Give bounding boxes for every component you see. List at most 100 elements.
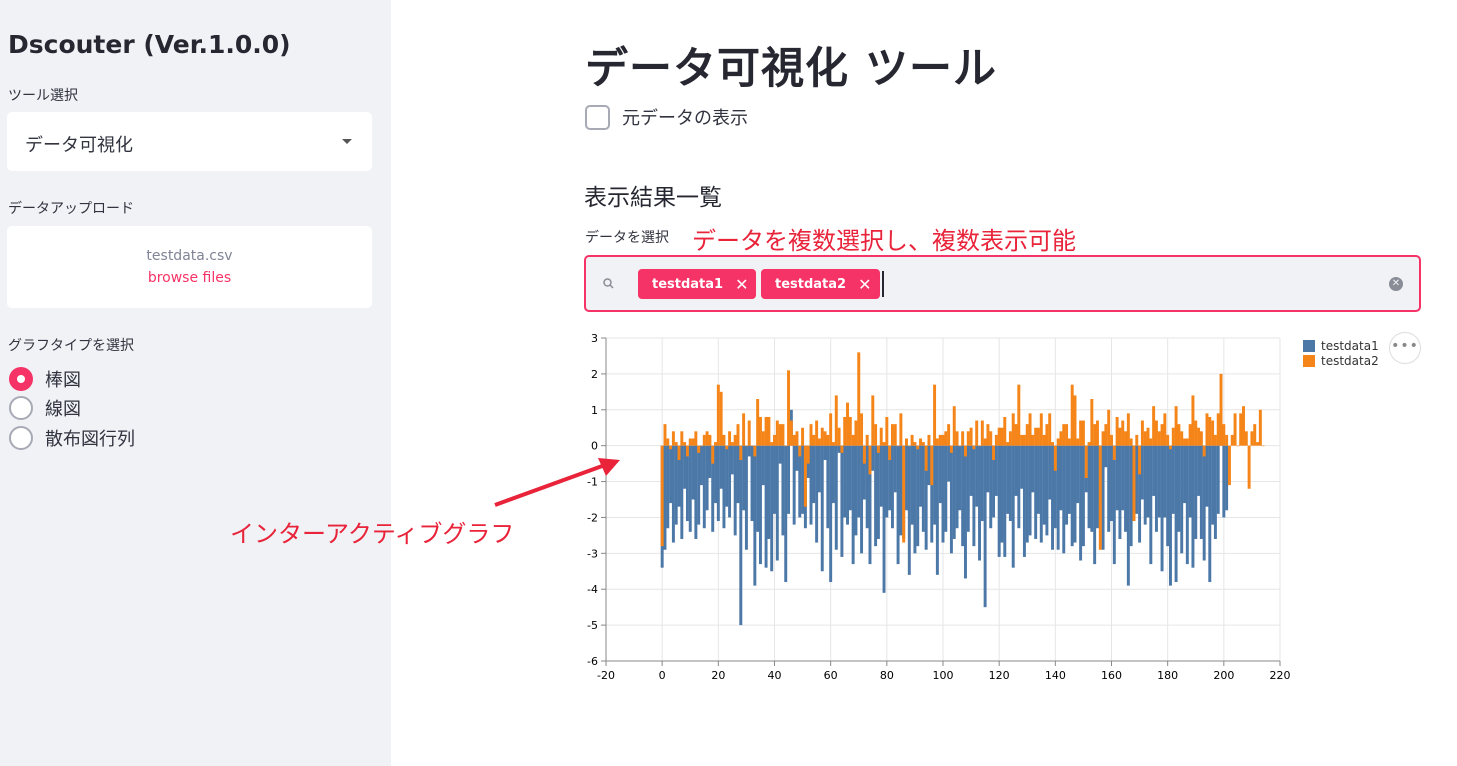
bar-testdata2[interactable] bbox=[742, 413, 746, 446]
bar-testdata2[interactable] bbox=[1101, 431, 1105, 446]
bar-testdata2[interactable] bbox=[860, 413, 864, 446]
bar-testdata1[interactable] bbox=[1185, 445, 1189, 565]
bar-testdata2[interactable] bbox=[978, 445, 981, 447]
bar-testdata1[interactable] bbox=[1180, 445, 1184, 554]
bar-testdata1[interactable] bbox=[1143, 445, 1147, 525]
bar-testdata2[interactable] bbox=[961, 431, 965, 446]
bar-testdata2[interactable] bbox=[1008, 431, 1012, 446]
bar-testdata1[interactable] bbox=[1146, 445, 1150, 518]
bar-testdata2[interactable] bbox=[938, 434, 942, 446]
bar-testdata1[interactable] bbox=[935, 445, 939, 575]
bar-testdata1[interactable] bbox=[857, 445, 861, 518]
bar-testdata2[interactable] bbox=[1079, 420, 1083, 446]
bar-testdata2[interactable] bbox=[1197, 427, 1201, 446]
bar-testdata2[interactable] bbox=[1062, 424, 1066, 446]
bar-testdata2[interactable] bbox=[669, 445, 673, 450]
bar-testdata1[interactable] bbox=[874, 445, 878, 547]
bar-testdata2[interactable] bbox=[832, 442, 835, 446]
bar-testdata1[interactable] bbox=[1135, 445, 1139, 514]
bar-testdata2[interactable] bbox=[874, 424, 878, 446]
bar-testdata2[interactable] bbox=[1185, 438, 1189, 446]
bar-testdata1[interactable] bbox=[817, 445, 821, 493]
bar-testdata2[interactable] bbox=[1253, 424, 1257, 446]
bar-testdata1[interactable] bbox=[1076, 445, 1080, 504]
bar-testdata2[interactable] bbox=[1227, 445, 1231, 486]
bar-testdata1[interactable] bbox=[1062, 445, 1066, 554]
bar-testdata1[interactable] bbox=[1115, 445, 1119, 511]
bar-testdata2[interactable] bbox=[781, 424, 785, 446]
bar-testdata2[interactable] bbox=[1216, 413, 1220, 446]
bar-testdata1[interactable] bbox=[893, 445, 897, 493]
bar-testdata1[interactable] bbox=[753, 445, 757, 586]
bar-testdata1[interactable] bbox=[871, 445, 875, 471]
bar-testdata1[interactable] bbox=[787, 445, 791, 514]
bar-testdata1[interactable] bbox=[795, 445, 799, 471]
bar-testdata1[interactable] bbox=[708, 445, 712, 478]
bar-testdata1[interactable] bbox=[1087, 445, 1091, 529]
bar-testdata1[interactable] bbox=[1008, 445, 1012, 522]
bar-testdata1[interactable] bbox=[890, 445, 894, 529]
bar-testdata2[interactable] bbox=[1104, 424, 1108, 446]
bar-testdata2[interactable] bbox=[1039, 413, 1043, 446]
bar-testdata1[interactable] bbox=[744, 445, 748, 550]
bar-testdata2[interactable] bbox=[773, 434, 776, 446]
bar-testdata1[interactable] bbox=[761, 445, 765, 486]
bar-testdata1[interactable] bbox=[941, 445, 945, 543]
bar-testdata2[interactable] bbox=[848, 416, 852, 446]
bar-testdata1[interactable] bbox=[927, 445, 931, 486]
bar-testdata2[interactable] bbox=[876, 445, 880, 453]
bar-testdata1[interactable] bbox=[1104, 445, 1108, 468]
bar-testdata2[interactable] bbox=[671, 431, 675, 446]
bar-testdata2[interactable] bbox=[907, 445, 911, 447]
bar-testdata1[interactable] bbox=[952, 445, 956, 539]
bar-testdata2[interactable] bbox=[888, 445, 892, 461]
bar-testdata1[interactable] bbox=[832, 445, 835, 504]
bar-testdata2[interactable] bbox=[1067, 438, 1071, 446]
bar-testdata2[interactable] bbox=[975, 420, 979, 446]
bar-testdata1[interactable] bbox=[921, 445, 925, 532]
bar-testdata2[interactable] bbox=[1124, 431, 1128, 446]
bar-testdata1[interactable] bbox=[910, 445, 914, 525]
bar-testdata2[interactable] bbox=[761, 431, 765, 446]
bar-testdata1[interactable] bbox=[933, 445, 937, 525]
bar-testdata2[interactable] bbox=[1087, 442, 1091, 446]
legend-item[interactable]: testdata1 bbox=[1303, 338, 1379, 353]
bar-testdata2[interactable] bbox=[927, 434, 931, 446]
bar-testdata1[interactable] bbox=[1000, 445, 1004, 543]
bar-testdata2[interactable] bbox=[972, 445, 976, 450]
bar-testdata1[interactable] bbox=[966, 445, 970, 532]
bar-testdata2[interactable] bbox=[952, 406, 956, 446]
bar-testdata1[interactable] bbox=[758, 445, 762, 565]
bar-testdata2[interactable] bbox=[1065, 424, 1069, 446]
raw-data-checkbox[interactable] bbox=[585, 104, 610, 130]
bar-testdata2[interactable] bbox=[1157, 431, 1161, 446]
bar-testdata2[interactable] bbox=[801, 427, 805, 446]
bar-testdata2[interactable] bbox=[958, 445, 962, 447]
bar-testdata1[interactable] bbox=[1014, 445, 1018, 496]
bar-testdata2[interactable] bbox=[935, 438, 939, 446]
bar-testdata2[interactable] bbox=[1149, 438, 1153, 446]
bar-testdata1[interactable] bbox=[969, 445, 973, 496]
bar-testdata2[interactable] bbox=[930, 445, 934, 486]
bar-testdata2[interactable] bbox=[1230, 434, 1234, 446]
bar-testdata2[interactable] bbox=[1174, 406, 1178, 446]
bar-testdata1[interactable] bbox=[1129, 445, 1133, 547]
bar-testdata1[interactable] bbox=[1225, 445, 1229, 511]
bar-testdata2[interactable] bbox=[719, 391, 723, 446]
bar-testdata1[interactable] bbox=[882, 445, 886, 593]
bar-testdata1[interactable] bbox=[913, 445, 917, 554]
file-uploader[interactable]: testdata.csv browse files bbox=[7, 226, 372, 308]
bar-testdata2[interactable] bbox=[854, 420, 858, 446]
bar-testdata2[interactable] bbox=[1056, 438, 1060, 446]
bar-testdata2[interactable] bbox=[756, 399, 760, 446]
bar-testdata1[interactable] bbox=[1138, 445, 1142, 543]
bar-testdata2[interactable] bbox=[1126, 413, 1130, 446]
bar-testdata2[interactable] bbox=[820, 427, 824, 446]
bar-testdata1[interactable] bbox=[716, 445, 720, 522]
bar-testdata2[interactable] bbox=[1115, 416, 1119, 446]
bar-testdata2[interactable] bbox=[851, 434, 855, 446]
bar-testdata2[interactable] bbox=[714, 442, 717, 446]
radio-option-scatter-matrix[interactable]: 散布図行列 bbox=[9, 425, 135, 451]
bar-testdata2[interactable] bbox=[983, 438, 987, 446]
bar-testdata2[interactable] bbox=[963, 445, 967, 457]
